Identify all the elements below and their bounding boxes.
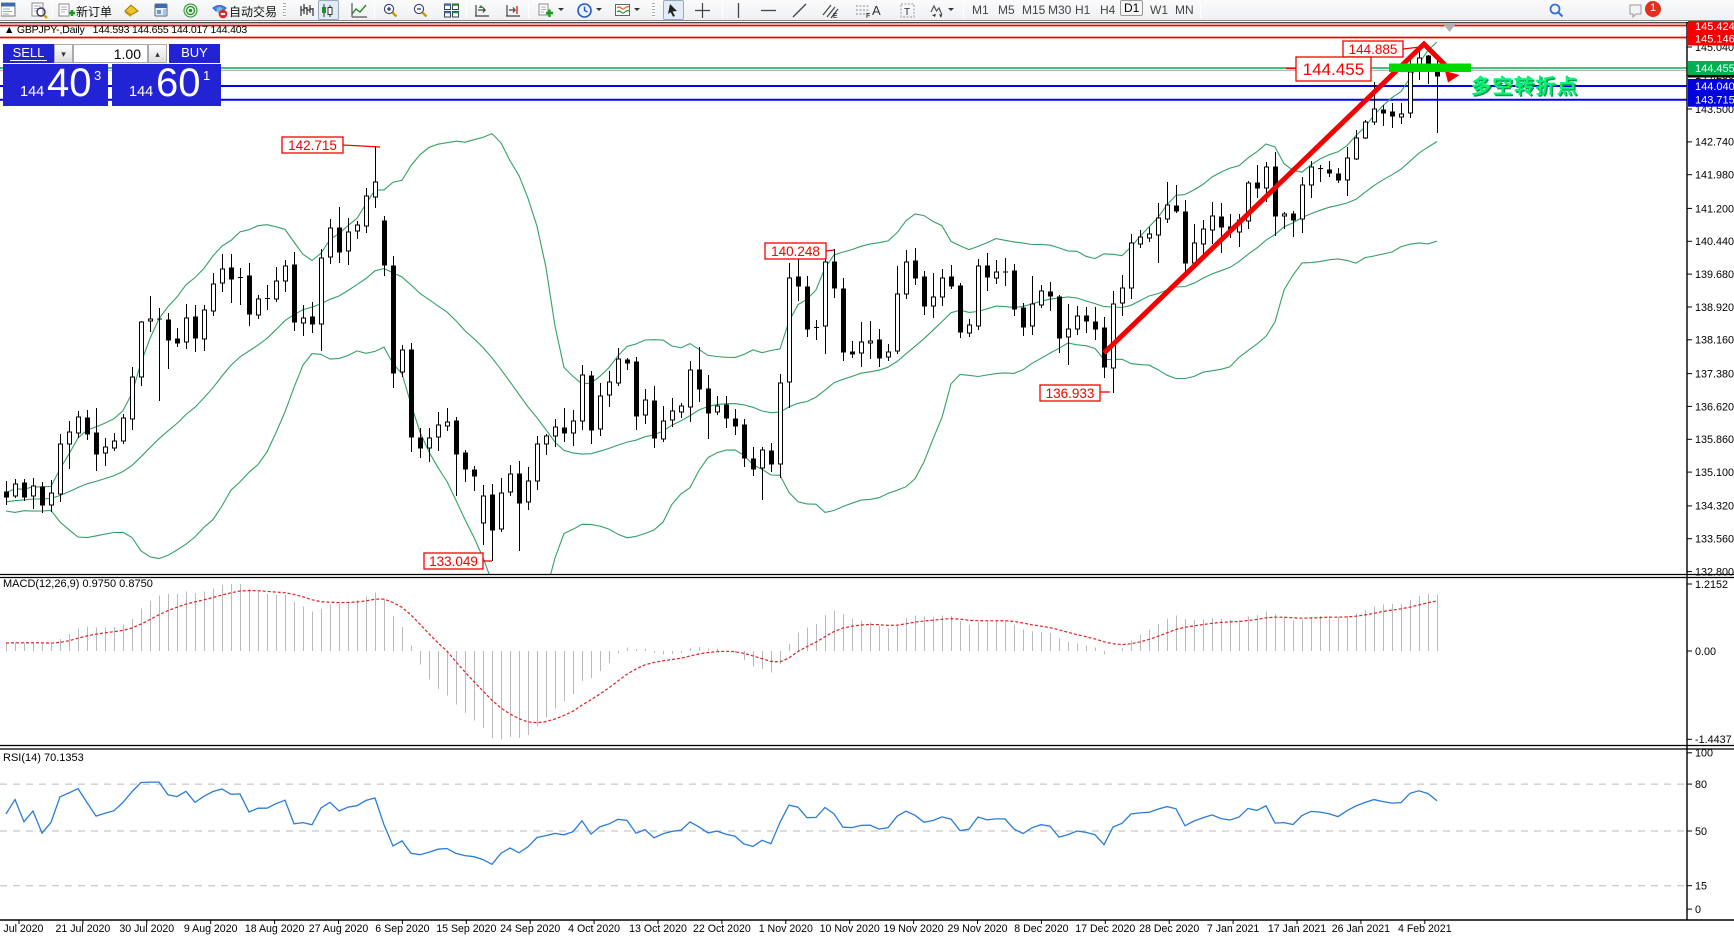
svg-text:144.885: 144.885: [1349, 42, 1398, 57]
svg-text:0: 0: [1695, 904, 1701, 916]
svg-text:15 Sep 2020: 15 Sep 2020: [436, 923, 496, 935]
svg-text:145.146: 145.146: [1695, 34, 1734, 46]
svg-text:4 Oct 2020: 4 Oct 2020: [568, 923, 620, 935]
svg-text:50: 50: [1695, 826, 1707, 838]
svg-text:1 Nov 2020: 1 Nov 2020: [759, 923, 813, 935]
svg-text:133.049: 133.049: [429, 554, 478, 569]
svg-text:26 Jan 2021: 26 Jan 2021: [1332, 923, 1390, 935]
svg-text:22 Oct 2020: 22 Oct 2020: [693, 923, 751, 935]
svg-text:30 Jul 2020: 30 Jul 2020: [119, 923, 174, 935]
svg-text:2 Jul 2020: 2 Jul 2020: [0, 923, 44, 935]
svg-text:多空转折点: 多空转折点: [1471, 74, 1579, 98]
svg-text:18 Aug 2020: 18 Aug 2020: [245, 923, 305, 935]
svg-text:144.455: 144.455: [1303, 60, 1364, 79]
svg-text:1.2152: 1.2152: [1695, 579, 1728, 591]
svg-text:15: 15: [1695, 881, 1707, 893]
svg-text:141.200: 141.200: [1695, 203, 1734, 215]
svg-text:6 Sep 2020: 6 Sep 2020: [375, 923, 429, 935]
svg-text:138.160: 138.160: [1695, 335, 1734, 347]
svg-text:▲ GBPJPY-,Daily 144.593 144.: ▲ GBPJPY-,Daily 144.593 144.655 144.017 …: [4, 24, 247, 36]
svg-text:9 Aug 2020: 9 Aug 2020: [184, 923, 238, 935]
svg-text:29 Nov 2020: 29 Nov 2020: [947, 923, 1007, 935]
svg-text:80: 80: [1695, 779, 1707, 791]
svg-text:144.455: 144.455: [1695, 63, 1734, 75]
svg-text:144.040: 144.040: [1695, 81, 1734, 93]
svg-text:141.980: 141.980: [1695, 170, 1734, 182]
svg-text:134.320: 134.320: [1695, 501, 1734, 513]
svg-text:24 Sep 2020: 24 Sep 2020: [500, 923, 560, 935]
svg-text:136.620: 136.620: [1695, 401, 1734, 413]
svg-text:140.440: 140.440: [1695, 236, 1734, 248]
svg-text:133.560: 133.560: [1695, 534, 1734, 546]
svg-text:19 Nov 2020: 19 Nov 2020: [884, 923, 944, 935]
svg-text:142.740: 142.740: [1695, 137, 1734, 149]
svg-text:140.248: 140.248: [771, 244, 820, 259]
svg-text:136.933: 136.933: [1046, 386, 1095, 401]
svg-text:21 Jul 2020: 21 Jul 2020: [56, 923, 111, 935]
svg-text:145.424: 145.424: [1695, 21, 1734, 33]
svg-text:138.920: 138.920: [1695, 302, 1734, 314]
svg-text:139.680: 139.680: [1695, 269, 1734, 281]
svg-text:135.100: 135.100: [1695, 467, 1734, 479]
svg-text:E: E: [833, 13, 838, 19]
svg-text:MACD(12,26,9) 0.9750 0.8750: MACD(12,26,9) 0.9750 0.8750: [3, 578, 153, 590]
svg-text:4 Feb 2021: 4 Feb 2021: [1398, 923, 1452, 935]
svg-text:7 Jan 2021: 7 Jan 2021: [1207, 923, 1260, 935]
svg-text:T: T: [904, 7, 910, 18]
svg-text:13 Oct 2020: 13 Oct 2020: [629, 923, 687, 935]
svg-text:10 Nov 2020: 10 Nov 2020: [820, 923, 880, 935]
svg-text:28 Dec 2020: 28 Dec 2020: [1139, 923, 1199, 935]
svg-text:F: F: [866, 13, 870, 19]
svg-text:137.380: 137.380: [1695, 369, 1734, 381]
svg-text:132.800: 132.800: [1695, 566, 1734, 578]
svg-text:100: 100: [1695, 748, 1713, 760]
svg-text:8 Dec 2020: 8 Dec 2020: [1014, 923, 1068, 935]
svg-text:17 Jan 2021: 17 Jan 2021: [1268, 923, 1326, 935]
svg-text:135.860: 135.860: [1695, 434, 1734, 446]
svg-text:27 Aug 2020: 27 Aug 2020: [309, 923, 369, 935]
svg-text:RSI(14) 70.1353: RSI(14) 70.1353: [3, 752, 84, 764]
svg-text:143.500: 143.500: [1695, 104, 1734, 116]
svg-text:17 Dec 2020: 17 Dec 2020: [1075, 923, 1135, 935]
svg-text:-1.4437: -1.4437: [1695, 734, 1732, 746]
svg-text:142.715: 142.715: [288, 138, 337, 153]
svg-text:143.715: 143.715: [1695, 95, 1734, 107]
svg-text:0.00: 0.00: [1695, 646, 1716, 658]
